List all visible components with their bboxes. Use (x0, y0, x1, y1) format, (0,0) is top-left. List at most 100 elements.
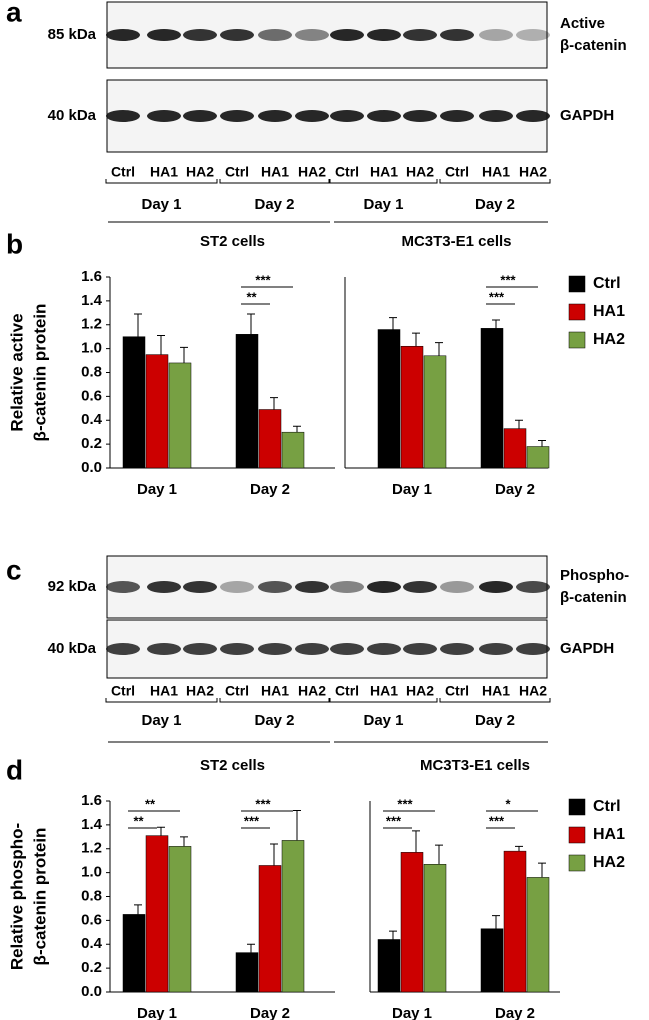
blot-band (295, 29, 329, 41)
blot-band (479, 643, 513, 655)
error-bar (270, 397, 278, 410)
panel-label: c (6, 554, 22, 585)
molecular-weight: 40 kDa (48, 107, 97, 124)
error-bar (180, 346, 188, 363)
bar (122, 336, 146, 469)
y-tick-label: 1.0 (81, 340, 102, 357)
lane-bracket (329, 698, 438, 703)
blot-band (330, 29, 364, 41)
error-bar (157, 334, 165, 355)
x-tick-label: Day 2 (495, 481, 535, 498)
bar (122, 914, 146, 993)
y-axis-label: β-catenin protein (30, 828, 49, 966)
bar (145, 835, 169, 993)
molecular-weight: 40 kDa (48, 640, 97, 657)
y-tick-label: 1.4 (81, 292, 103, 309)
blot-band (516, 29, 550, 41)
blot-band (183, 110, 217, 122)
error-bar (134, 313, 142, 337)
lane-label: HA2 (298, 683, 326, 699)
lane-label: HA2 (519, 683, 547, 699)
blot-band (367, 110, 401, 122)
blot-target: β-catenin (560, 589, 627, 606)
blot-band (479, 581, 513, 593)
x-tick-label: Day 2 (250, 1005, 290, 1020)
bar (503, 428, 527, 469)
blot-target: GAPDH (560, 107, 614, 124)
legend-swatch (568, 798, 586, 816)
legend-label: HA1 (593, 303, 625, 320)
blot-band (106, 110, 140, 122)
bar (258, 865, 282, 993)
error-bar (293, 425, 301, 433)
x-tick-label: Day 2 (495, 1005, 535, 1020)
y-tick-label: 0.6 (81, 911, 102, 928)
y-axis-label: Relative active (7, 313, 26, 431)
legend-swatch (568, 331, 586, 349)
y-axis-label: Relative phospho- (7, 823, 26, 970)
lane-label: Ctrl (111, 683, 135, 699)
blot-band (106, 581, 140, 593)
significance-label: *** (500, 272, 516, 287)
chart-title: ST2 cells (200, 757, 265, 774)
legend-label: HA1 (593, 826, 625, 843)
x-tick-label: Day 1 (392, 481, 432, 498)
legend-swatch (568, 275, 586, 293)
lane-label: HA1 (150, 164, 178, 180)
day-label: Day 2 (254, 196, 294, 213)
blot-band (440, 29, 474, 41)
blot-band (403, 643, 437, 655)
error-bar (180, 836, 188, 847)
y-tick-label: 1.2 (81, 316, 102, 333)
y-tick-label: 0.8 (81, 363, 102, 380)
lane-label: HA2 (186, 683, 214, 699)
lane-label: Ctrl (445, 164, 469, 180)
lane-label: HA1 (261, 164, 289, 180)
blot-band (440, 581, 474, 593)
blot-band (295, 581, 329, 593)
blot-band (516, 581, 550, 593)
error-bar (435, 342, 443, 356)
panel-label: d (6, 754, 23, 785)
significance-label: *** (489, 289, 505, 304)
x-tick-label: Day 1 (137, 1005, 177, 1020)
y-tick-label: 0.4 (81, 935, 103, 952)
significance-label: ** (145, 796, 156, 811)
bar (235, 334, 259, 469)
blot-target: Active (560, 15, 605, 32)
day-label: Day 2 (475, 196, 515, 213)
chart-title: MC3T3-E1 cells (420, 757, 530, 774)
blot-band (403, 110, 437, 122)
blot-band (367, 643, 401, 655)
significance-label: * (505, 796, 511, 811)
y-tick-label: 0.6 (81, 387, 102, 404)
error-bar (515, 845, 523, 852)
blot-target: GAPDH (560, 640, 614, 657)
lane-label: HA1 (482, 164, 510, 180)
lane-label: HA2 (406, 683, 434, 699)
error-bar (270, 843, 278, 866)
y-tick-label: 1.2 (81, 840, 102, 857)
day-label: Day 1 (141, 712, 181, 729)
blot-band (367, 581, 401, 593)
y-tick-label: 1.6 (81, 792, 102, 809)
panel-label: b (6, 228, 23, 259)
significance-label: ** (133, 813, 144, 828)
blot-band (479, 29, 513, 41)
x-tick-label: Day 1 (392, 1005, 432, 1020)
error-bar (412, 830, 420, 853)
blot-band (330, 643, 364, 655)
day-label: Day 2 (254, 712, 294, 729)
blot-band (258, 643, 292, 655)
x-tick-label: Day 2 (250, 481, 290, 498)
blot-band (147, 643, 181, 655)
error-bar (157, 826, 165, 836)
bar (235, 952, 259, 993)
lane-label: HA1 (261, 683, 289, 699)
lane-bracket (439, 179, 551, 184)
significance-label: *** (489, 813, 505, 828)
lane-bracket (329, 179, 438, 184)
bar (423, 355, 447, 469)
error-bar (538, 862, 546, 878)
